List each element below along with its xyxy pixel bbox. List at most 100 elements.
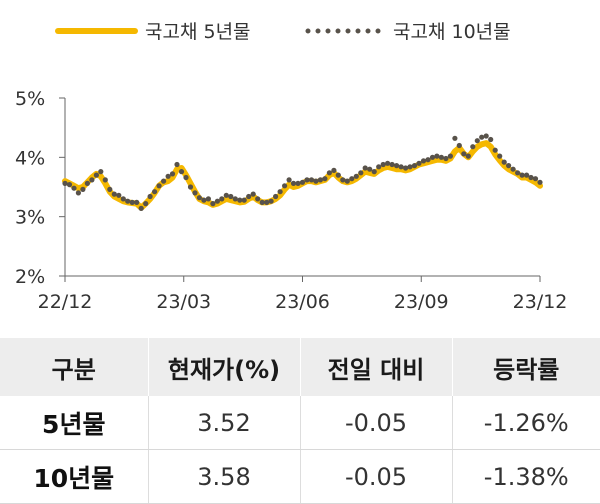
data-point-10y	[367, 166, 373, 172]
data-point-10y	[394, 163, 400, 169]
table-header-row: 구분 현재가(%) 전일 대비 등락률	[0, 338, 600, 396]
data-point-10y	[322, 176, 328, 182]
data-point-10y	[174, 161, 180, 168]
data-point-10y	[438, 154, 444, 160]
yield-quote-table: 구분 현재가(%) 전일 대비 등락률 5년물 3.52 -0.05 -1.26…	[0, 338, 600, 504]
data-point-10y	[353, 173, 359, 179]
data-point-10y	[335, 172, 341, 178]
data-point-10y	[201, 197, 207, 203]
data-point-10y	[290, 180, 297, 186]
data-point-10y	[152, 189, 158, 195]
y-axis: 2% 3% 4% 5%	[15, 88, 66, 288]
data-point-10y	[196, 195, 202, 201]
plot-series	[62, 133, 543, 211]
data-point-10y	[116, 192, 122, 198]
data-point-10y	[506, 163, 512, 169]
header-change-rate: 등락률	[451, 338, 600, 396]
data-point-10y	[143, 201, 149, 207]
data-point-10y	[232, 196, 238, 202]
data-point-10y	[358, 170, 364, 176]
data-point-10y	[537, 179, 543, 185]
data-point-10y	[461, 151, 467, 157]
data-point-10y	[286, 177, 292, 183]
data-point-10y	[178, 169, 185, 175]
data-point-10y	[376, 164, 382, 170]
bond-yield-chart: 국고채 5년물 국고채 10년물 2% 3% 4% 5% 22/12 23/03 23/0…	[15, 21, 567, 313]
data-point-10y	[62, 180, 68, 186]
cell-rate-5y: -1.26%	[451, 396, 600, 450]
data-point-10y	[147, 193, 153, 200]
data-point-10y	[219, 196, 225, 202]
data-point-10y	[111, 191, 117, 197]
x-tick-label: 23/09	[394, 291, 449, 313]
data-point-10y	[246, 193, 252, 200]
data-point-10y	[161, 178, 167, 184]
data-point-10y	[524, 172, 530, 178]
data-point-10y	[501, 159, 507, 165]
header-current-price: 현재가(%)	[147, 338, 300, 396]
data-point-10y	[452, 135, 458, 141]
header-change: 전일 대비	[299, 338, 452, 396]
x-axis: 22/12 23/03 23/06 23/09 23/12	[38, 275, 567, 313]
data-point-10y	[80, 186, 86, 192]
data-point-10y	[255, 196, 261, 202]
data-point-10y	[89, 177, 95, 183]
data-point-10y	[228, 193, 234, 200]
data-point-10y	[465, 153, 471, 159]
data-point-10y	[407, 164, 413, 170]
data-point-10y	[125, 198, 131, 204]
data-point-10y	[380, 161, 386, 168]
row-label-10y: 10년물	[0, 449, 148, 504]
cell-change-10y: -0.05	[299, 449, 452, 504]
data-point-10y	[71, 185, 77, 191]
data-point-10y	[326, 170, 332, 176]
data-point-10y	[250, 191, 256, 197]
data-point-10y	[398, 164, 404, 170]
chart-canvas: 국고채 5년물 국고채 10년물 2% 3% 4% 5% 22/12 23/03 23/0…	[15, 21, 567, 313]
legend: 국고채 5년물 국고채 10년물	[55, 21, 511, 43]
cell-rate-10y: -1.38%	[451, 449, 600, 504]
data-point-10y	[299, 179, 306, 185]
cell-current-10y: 3.58	[147, 449, 300, 504]
data-point-10y	[425, 157, 431, 163]
data-point-10y	[304, 177, 310, 183]
data-point-10y	[403, 165, 409, 171]
data-point-10y	[385, 160, 391, 166]
data-point-10y	[313, 178, 319, 184]
data-point-10y	[241, 197, 247, 203]
x-tick-label: 23/06	[275, 291, 330, 313]
data-point-10y	[420, 158, 427, 164]
legend-label-10y: 국고채 10년물	[393, 21, 511, 43]
x-tick-label: 22/12	[38, 291, 93, 313]
data-point-10y	[237, 197, 243, 203]
data-point-10y	[134, 199, 140, 205]
y-tick-label: 4%	[15, 147, 45, 169]
data-point-10y	[443, 155, 449, 162]
data-point-10y	[510, 166, 516, 172]
data-point-10y	[192, 190, 198, 196]
data-point-10y	[282, 183, 288, 189]
data-point-10y	[107, 186, 113, 192]
data-point-10y	[187, 184, 194, 190]
data-point-10y	[223, 192, 229, 198]
data-point-10y	[66, 182, 73, 188]
data-point-10y	[474, 138, 480, 144]
data-point-10y	[528, 174, 534, 181]
data-point-10y	[532, 176, 539, 182]
cell-change-5y: -0.05	[299, 396, 452, 450]
data-point-10y	[429, 154, 436, 160]
x-tick-label: 23/03	[156, 291, 211, 313]
header-category: 구분	[0, 338, 148, 396]
data-point-10y	[488, 136, 494, 143]
data-point-10y	[411, 163, 418, 169]
data-point-10y	[129, 199, 135, 205]
data-point-10y	[456, 142, 462, 149]
data-point-10y	[317, 177, 323, 183]
data-point-10y	[447, 153, 453, 159]
data-point-10y	[340, 177, 346, 183]
data-point-10y	[389, 161, 395, 168]
data-point-10y	[165, 173, 171, 179]
data-point-10y	[273, 193, 279, 200]
data-point-10y	[277, 189, 283, 195]
data-point-10y	[169, 171, 176, 177]
